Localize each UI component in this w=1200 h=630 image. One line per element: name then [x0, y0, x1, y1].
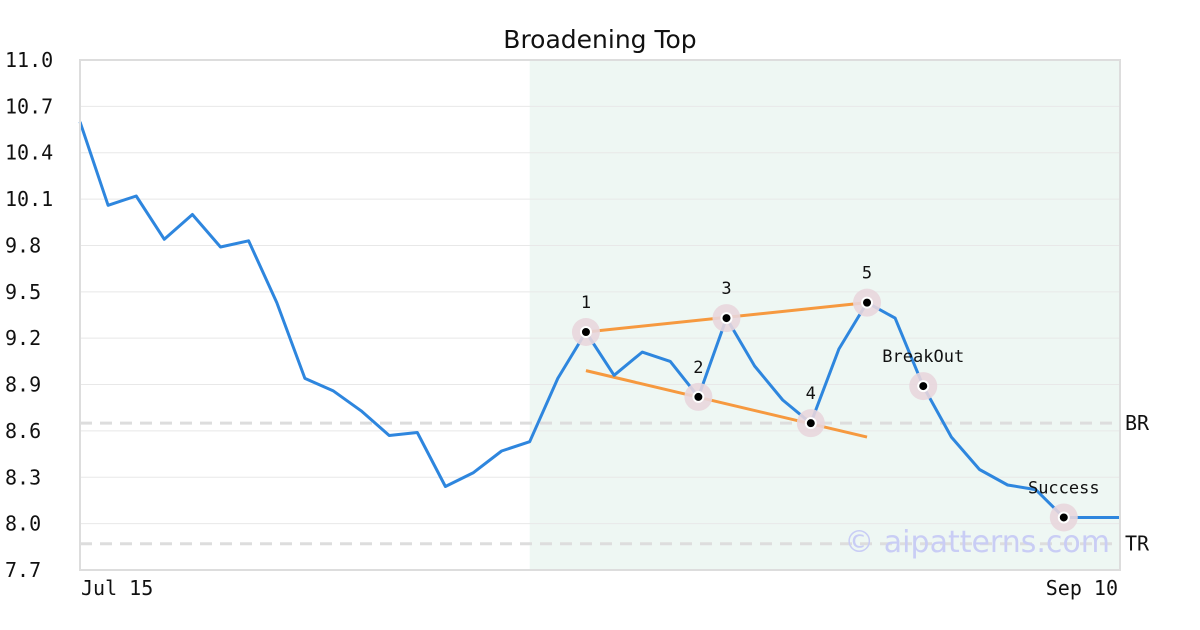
y-tick-label: 10.4 [5, 141, 53, 165]
y-tick-label: 7.7 [5, 558, 41, 582]
reference-line-label-tr: TR [1125, 532, 1150, 556]
y-tick-label: 11.0 [5, 48, 53, 72]
point-marker-success [1057, 511, 1070, 524]
point-label-breakout: BreakOut [882, 347, 964, 367]
point-marker-1 [579, 326, 592, 338]
point-marker-2 [692, 390, 705, 403]
point-label-3: 3 [721, 279, 731, 299]
x-tick-label: Sep 10 [1046, 576, 1118, 600]
price-series-line [78, 121, 1120, 519]
y-tick-label: 10.7 [5, 94, 53, 118]
chart-title: Broadening Top [503, 25, 696, 54]
y-tick-label: 8.9 [5, 373, 41, 397]
watermark: © aipatterns.com [844, 525, 1110, 560]
y-tick-label: 8.6 [5, 419, 41, 443]
point-label-2: 2 [693, 358, 703, 378]
x-tick-label: Jul 15 [81, 576, 153, 600]
y-tick-label: 9.2 [5, 326, 41, 350]
y-tick-label: 9.5 [5, 280, 41, 304]
point-label-4: 4 [806, 384, 816, 404]
y-tick-label: 9.8 [5, 233, 41, 257]
pattern-highlight-region [529, 60, 1120, 570]
point-label-1: 1 [581, 293, 591, 313]
point-marker-3 [720, 312, 733, 325]
point-label-success: Success [1028, 478, 1100, 498]
point-marker-5 [861, 296, 874, 309]
point-marker-breakout [917, 380, 930, 393]
y-tick-label: 10.1 [5, 187, 53, 211]
point-label-5: 5 [862, 264, 872, 284]
y-tick-label: 8.0 [5, 512, 41, 536]
plot-area-frame [79, 59, 1121, 571]
point-marker-4 [804, 417, 817, 430]
y-tick-label: 8.3 [5, 465, 41, 489]
reference-line-label-br: BR [1125, 411, 1150, 435]
